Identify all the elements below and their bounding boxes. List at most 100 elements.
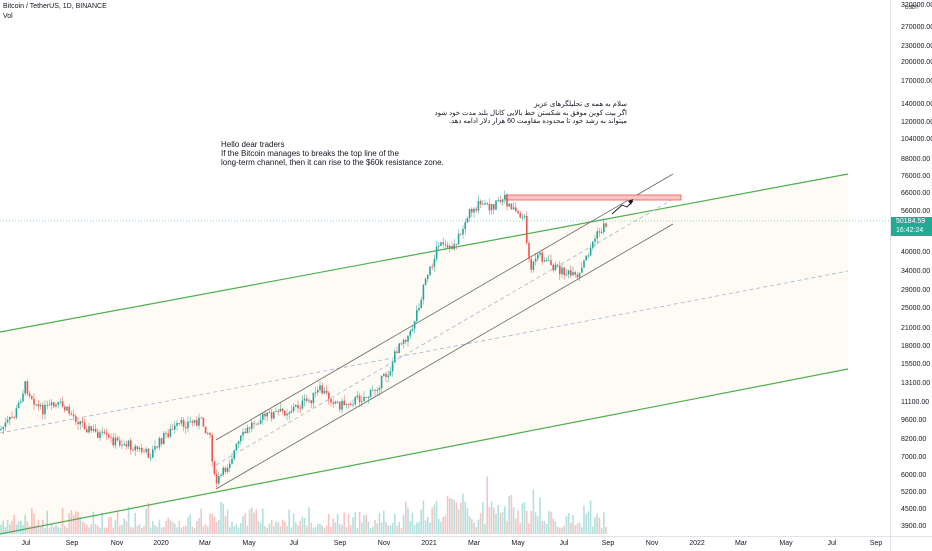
axis-corner [890, 536, 932, 551]
volume-bar [215, 521, 218, 534]
candle-body [341, 400, 343, 410]
volume-bar [317, 523, 319, 534]
volume-bar [319, 524, 321, 534]
time-tick-label: 2020 [153, 540, 169, 547]
candle-body [391, 362, 394, 372]
volume-bar [574, 525, 576, 534]
volume-bar [321, 525, 323, 534]
volume-bar [204, 524, 207, 534]
volume-bar [596, 513, 598, 534]
volume-bar [264, 525, 266, 534]
candle-body [521, 217, 524, 219]
volume-bar [88, 527, 90, 534]
volume-bar [187, 517, 189, 534]
channel-top-line[interactable] [0, 173, 849, 333]
volume-bar [431, 507, 433, 534]
price-tick-label: 8200.00 [901, 436, 927, 443]
symbol-title: Bitcoin / TetherUS, 1D, BINANCE [3, 3, 107, 10]
candle-body [130, 440, 132, 450]
candle-body [37, 404, 40, 407]
price-chart[interactable] [0, 0, 890, 536]
candle-body [171, 428, 174, 430]
volume-bar [277, 522, 279, 534]
volume-bar [259, 522, 262, 534]
volume-bar [90, 524, 92, 534]
volume-bar [515, 518, 517, 534]
candle-body [136, 446, 139, 450]
candle-body [583, 260, 585, 268]
price-axis[interactable]: USDT 320000.00 270000.00 230000.00 200000.0… [890, 0, 932, 536]
price-tick-label: 5200.00 [901, 489, 927, 496]
candle-body [332, 402, 334, 404]
volume-bar [554, 521, 557, 534]
candle-body [257, 423, 260, 425]
volume-bar [53, 527, 55, 534]
resistance-zone[interactable] [504, 194, 682, 201]
volume-bar [110, 517, 112, 534]
volume-bar [411, 512, 414, 534]
candle-body [301, 400, 304, 409]
candle-body [174, 425, 176, 430]
candle-body [367, 396, 370, 398]
candle-body [550, 260, 552, 265]
volume-bar [394, 513, 396, 534]
volume-bar [222, 503, 224, 534]
candle-body [262, 413, 264, 420]
persian-annotation[interactable]: سلام به همه ی تحلیلگرهای عزیز اگر بیت کو… [431, 101, 628, 127]
volume-bar [156, 526, 158, 534]
candle-body [523, 215, 526, 218]
time-tick-label: Sep [869, 540, 883, 547]
candle-body [169, 428, 172, 437]
candle-body [125, 444, 128, 447]
candle-body [123, 444, 125, 446]
volume-bar [429, 522, 431, 534]
volume-bar [207, 526, 209, 534]
price-tick-label: 40000.00 [901, 249, 931, 256]
candle-body [457, 233, 460, 245]
candle-body [471, 209, 473, 213]
candle-body [39, 404, 42, 407]
volume-bar [20, 520, 22, 534]
price-unit-label: USDT [905, 5, 919, 11]
channel-bottom-line[interactable] [0, 368, 849, 535]
price-tick-label: 6000.00 [901, 472, 927, 479]
volume-bar [176, 527, 178, 534]
candle-body [224, 467, 227, 472]
candle-body [81, 421, 84, 423]
volume-bar [143, 526, 145, 534]
volume-bar [545, 523, 548, 534]
candle-body [233, 450, 235, 459]
candle-body [581, 267, 583, 273]
volume-bar [50, 524, 53, 534]
volume-bar [598, 517, 601, 534]
persian-note-line: اگر بیت کوین موفق به شکستن خط بالایی کان… [434, 109, 628, 117]
candle-body [259, 419, 262, 424]
volume-bar [26, 521, 29, 534]
inner-channel-top-line[interactable] [215, 173, 674, 441]
candle-body [431, 266, 433, 268]
candle-body [103, 431, 106, 434]
volume-bar [213, 516, 216, 534]
candle-body [420, 299, 422, 308]
candle-body [288, 412, 290, 414]
chart-area[interactable]: Bitcoin / TetherUS, 1D, BINANCE Vol Hell… [0, 0, 890, 536]
candle-body [286, 413, 288, 416]
volume-bar [323, 527, 326, 534]
volume-bar [268, 523, 271, 534]
volume-bar [339, 523, 341, 534]
candle-body [229, 463, 231, 468]
candle-body [429, 266, 431, 275]
time-axis[interactable]: Jul Sep Nov 2020 Mar May Jul Sep Nov 2021 Mar May Ju… [0, 536, 890, 551]
candle-body [343, 400, 345, 406]
english-annotation[interactable]: Hello dear traders If the Bitcoin manage… [221, 140, 444, 167]
price-tick-label: 3900.00 [901, 523, 927, 530]
volume-bar [398, 522, 400, 534]
channel-mid-dashed-line [0, 270, 849, 434]
candle-body [453, 244, 455, 250]
volume-bar [163, 526, 165, 534]
volume-bar [347, 513, 350, 534]
volume-bar [196, 521, 198, 534]
inner-channel-bottom-line[interactable] [215, 223, 674, 490]
volume-bar [116, 510, 119, 534]
volume-bar [255, 509, 257, 534]
